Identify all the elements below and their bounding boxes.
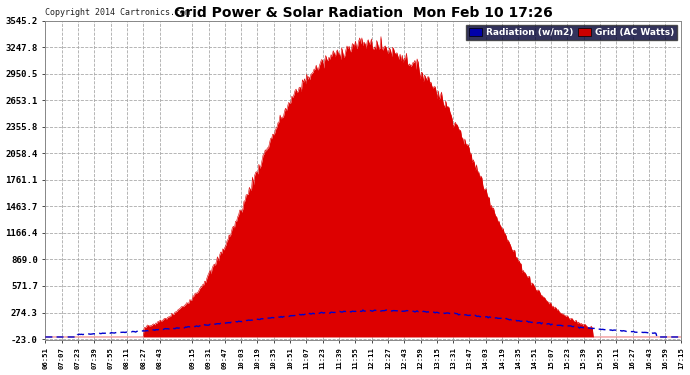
Text: Copyright 2014 Cartronics.com: Copyright 2014 Cartronics.com: [46, 8, 190, 17]
Title: Grid Power & Solar Radiation  Mon Feb 10 17:26: Grid Power & Solar Radiation Mon Feb 10 …: [174, 6, 553, 20]
Legend: Radiation (w/m2), Grid (AC Watts): Radiation (w/m2), Grid (AC Watts): [466, 25, 677, 40]
